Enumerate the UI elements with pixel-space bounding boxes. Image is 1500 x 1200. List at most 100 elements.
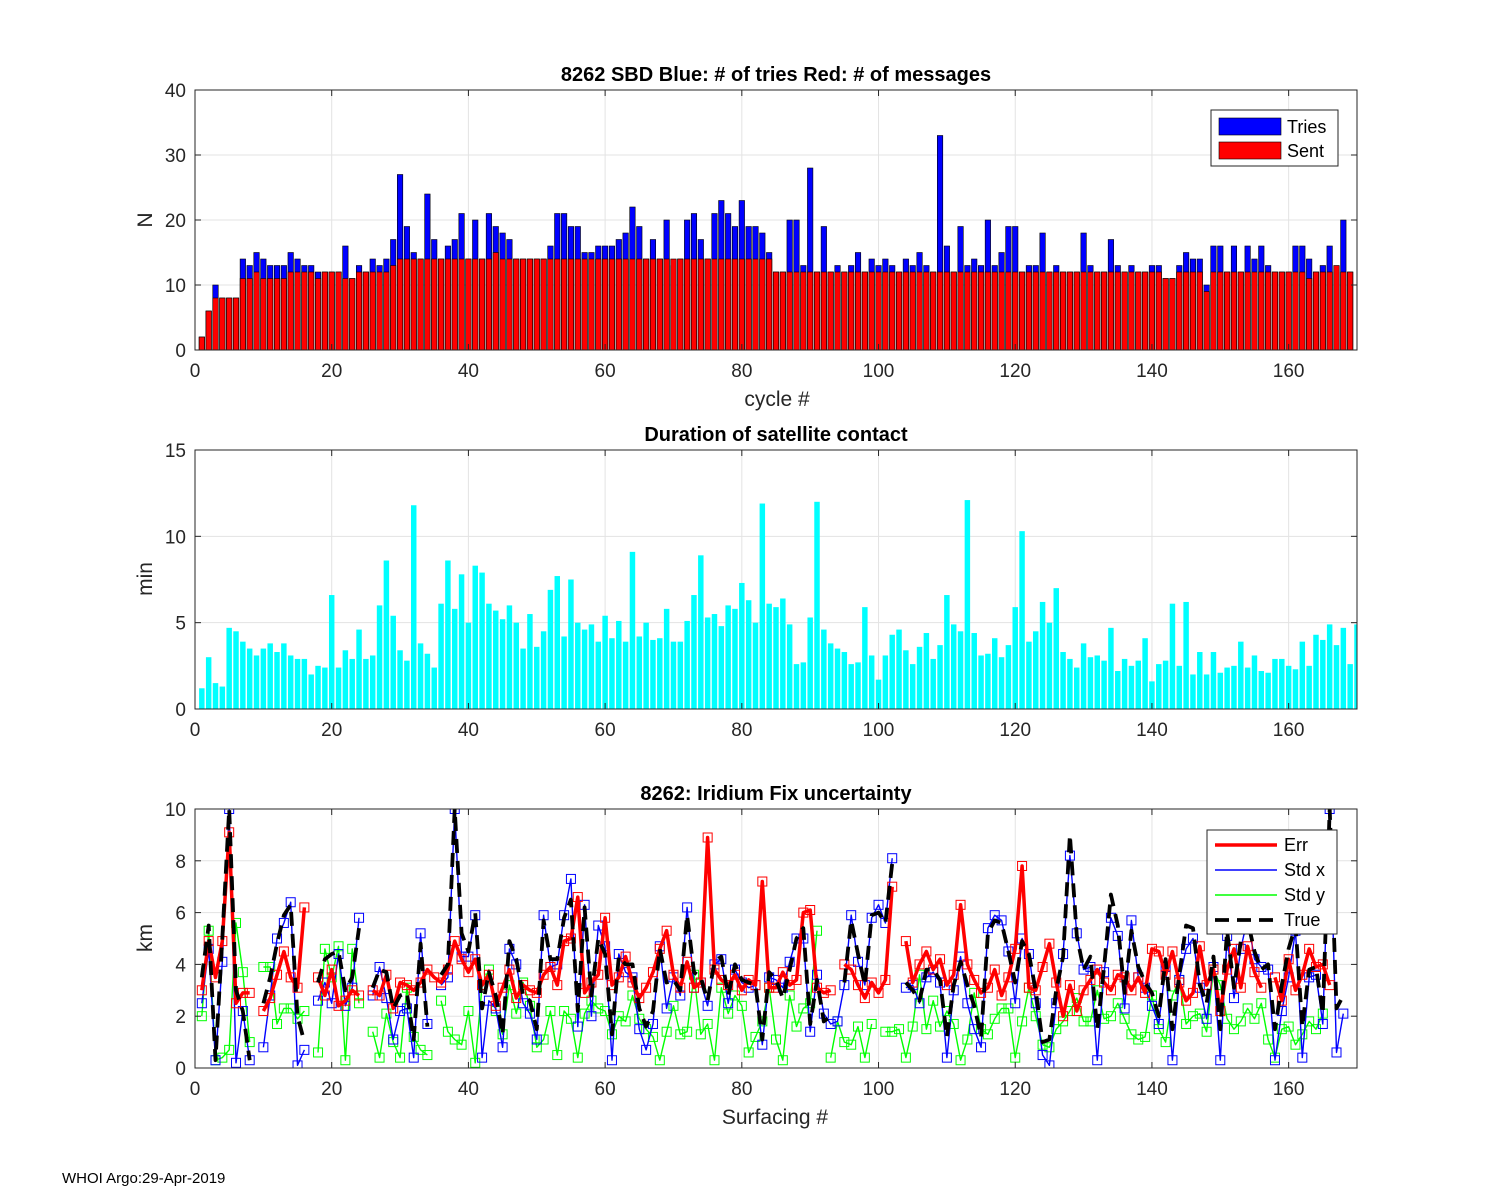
- marker-std-y: [258, 961, 269, 972]
- marker-std-x: [572, 1021, 583, 1032]
- bar-sent: [916, 271, 923, 350]
- marker-std-y: [456, 1039, 467, 1050]
- marker-std-x: [825, 1018, 836, 1029]
- bar-duration: [349, 658, 355, 709]
- marker-err: [805, 905, 816, 916]
- marker-err: [921, 946, 932, 957]
- line-err: [316, 967, 361, 1008]
- bar-sent: [1094, 271, 1101, 350]
- bar-sent: [267, 278, 274, 350]
- bar-sent: [643, 258, 650, 350]
- bar-duration: [1238, 641, 1244, 709]
- marker-std-y: [1044, 1042, 1055, 1053]
- line-true: [842, 863, 895, 987]
- x-tick-label: 160: [1273, 361, 1305, 382]
- marker-err: [695, 977, 706, 988]
- bar-sent: [1066, 271, 1073, 350]
- bar-sent: [964, 271, 971, 350]
- bar-sent: [1114, 271, 1121, 350]
- bar-sent: [759, 258, 766, 350]
- bar-duration: [745, 600, 752, 709]
- bar-duration: [363, 658, 369, 709]
- legend-label: Std x: [1284, 860, 1325, 880]
- bar-sent: [848, 271, 855, 350]
- bar-duration: [472, 565, 478, 709]
- bar-duration: [1258, 671, 1265, 709]
- bar-sent: [444, 258, 451, 350]
- marker-std-y: [1290, 1039, 1301, 1050]
- x-tick-label: 40: [458, 1079, 479, 1100]
- bar-sent: [438, 258, 445, 350]
- bar-sent: [246, 278, 253, 350]
- bar-sent: [349, 278, 356, 350]
- bar-duration: [670, 641, 677, 709]
- marker-err: [388, 1003, 399, 1014]
- marker-err: [798, 907, 809, 918]
- marker-std-x: [702, 1000, 713, 1011]
- bar-duration: [985, 653, 991, 709]
- marker-std-x: [1078, 964, 1089, 975]
- bar-sent: [561, 258, 568, 350]
- x-tick-label: 100: [863, 1079, 895, 1100]
- marker-std-x: [832, 1016, 843, 1027]
- line-err: [843, 886, 894, 1000]
- marker-std-x: [354, 912, 365, 923]
- marker-std-y: [1051, 1024, 1062, 1035]
- marker-err: [880, 974, 891, 985]
- marker-err: [1037, 961, 1048, 972]
- marker-err: [1051, 977, 1062, 988]
- bar-duration: [253, 655, 260, 709]
- bar-sent: [1087, 271, 1094, 350]
- bar-duration: [834, 648, 841, 709]
- bar-sent: [978, 271, 985, 350]
- marker-err: [853, 980, 864, 991]
- bar-duration: [978, 655, 984, 709]
- bar-sent: [1019, 271, 1026, 350]
- bar-duration: [698, 555, 704, 709]
- marker-std-x: [1092, 1055, 1103, 1066]
- marker-err: [969, 974, 980, 985]
- x-tick-label: 80: [731, 720, 752, 741]
- x-tick-label: 0: [190, 361, 201, 382]
- marker-std-x: [231, 1057, 242, 1068]
- marker-std-y: [538, 1034, 549, 1045]
- bar-duration: [397, 650, 403, 709]
- bar-sent: [1101, 271, 1108, 350]
- marker-std-x: [531, 1034, 542, 1045]
- marker-std-y: [743, 1047, 754, 1058]
- bar-sent: [1176, 271, 1183, 350]
- marker-std-y: [887, 1026, 898, 1037]
- marker-std-x: [1269, 1055, 1280, 1066]
- bar-sent: [1306, 278, 1313, 350]
- bar-sent: [554, 258, 561, 350]
- bar-duration: [540, 631, 547, 709]
- bar-sent: [431, 258, 438, 350]
- marker-err: [456, 954, 467, 965]
- bar-duration: [1190, 674, 1196, 709]
- marker-std-y: [894, 1024, 905, 1035]
- bar-duration: [1183, 601, 1189, 709]
- bar-sent: [861, 271, 868, 350]
- marker-std-x: [1037, 1050, 1048, 1061]
- marker-std-y: [278, 1003, 289, 1014]
- marker-std-x: [1297, 1052, 1308, 1063]
- series-sent: [198, 252, 1354, 350]
- bar-sent: [369, 271, 376, 350]
- line-err: [904, 864, 1263, 1018]
- marker-std-y: [1003, 1003, 1014, 1014]
- marker-std-y: [1187, 1011, 1198, 1022]
- marker-std-y: [1133, 1034, 1144, 1045]
- bar-sent: [670, 258, 677, 350]
- bar-sent: [677, 258, 684, 350]
- marker-std-y: [1119, 1013, 1130, 1024]
- marker-std-x: [1126, 915, 1137, 926]
- bar-sent: [526, 258, 533, 350]
- bar-duration: [547, 589, 554, 709]
- bar-sent: [472, 258, 479, 350]
- bar-sent: [1237, 271, 1244, 350]
- marker-err: [777, 967, 788, 978]
- bar-duration: [1265, 672, 1271, 709]
- marker-std-y: [839, 1037, 850, 1048]
- bar-sent: [868, 271, 875, 350]
- marker-err: [340, 995, 351, 1006]
